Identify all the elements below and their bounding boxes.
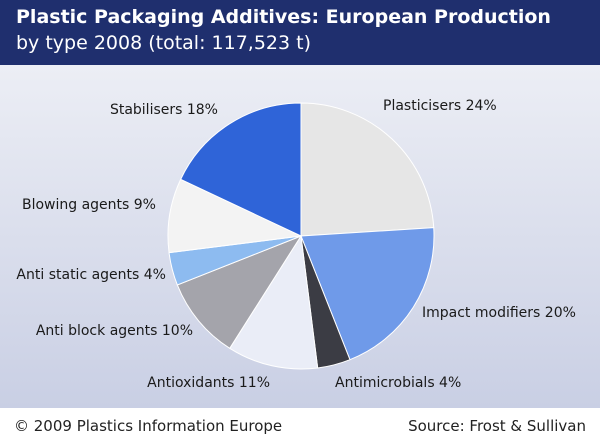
pie-slice-anti-block-agents [176,234,303,349]
slice-label-anti-block-agents: Anti block agents 10% [36,323,193,339]
chart-subtitle: by type 2008 (total: 117,523 t) [16,32,311,54]
pie-chart: Plasticisers 24% Impact modifiers 20% Anti… [16,98,576,391]
slice-label-anti-static-agents: Anti static agents 4% [16,267,166,283]
slice-label-plasticisers: Plasticisers 24% [383,98,497,114]
slice-label-stabilisers: Stabilisers 18% [110,102,218,118]
copyright-note: © 2009 Plastics Information Europe [14,417,283,435]
pie-slice-stabilisers [179,102,302,237]
pie-slice-plasticisers [300,102,435,237]
plot-area: Plasticisers 24% Impact modifiers 20% Anti… [0,65,600,408]
slice-label-antioxidants: Antioxidants 11% [147,375,270,391]
pie-slice-impact-modifiers [300,227,435,361]
slice-label-blowing-agents: Blowing agents 9% [22,197,156,213]
chart-footer: © 2009 Plastics Information Europe Sourc… [0,408,600,443]
chart-header: Plastic Packaging Additives: European Pr… [0,0,600,65]
slice-label-impact-modifiers: Impact modifiers 20% [422,305,576,321]
chart-title: Plastic Packaging Additives: European Pr… [16,6,551,28]
slice-label-antimicrobials: Antimicrobials 4% [335,375,461,391]
source-note: Source: Frost & Sullivan [408,417,586,435]
pie-slice-antioxidants [229,234,319,370]
